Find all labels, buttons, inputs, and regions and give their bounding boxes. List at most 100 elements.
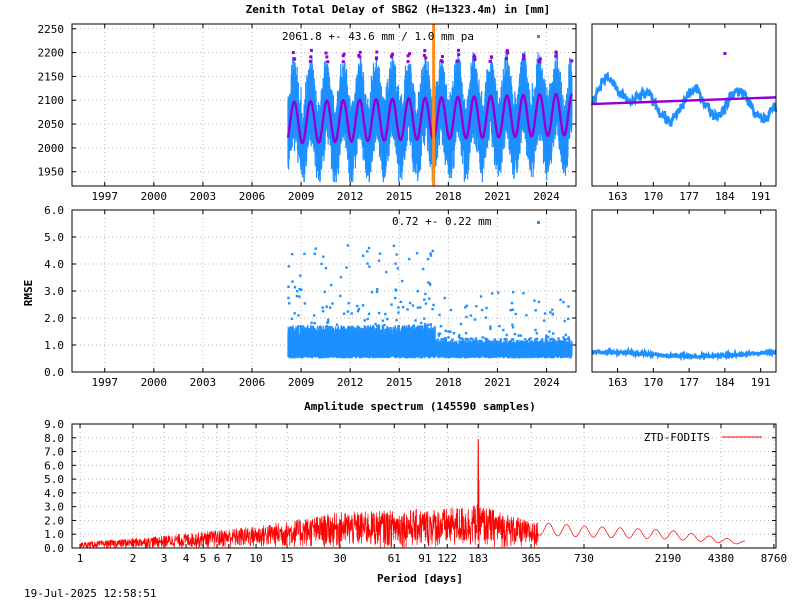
rmse-outlier-point <box>485 306 488 310</box>
rmse-outlier-point <box>364 330 367 333</box>
rmse-outlier-point <box>457 335 461 339</box>
rmse-outlier-point <box>293 286 297 289</box>
y-tick-label: 6.0 <box>44 204 64 217</box>
rmse-outlier-point <box>534 328 537 332</box>
rmse-outlier-point <box>322 330 326 333</box>
rmse-outlier-point <box>433 330 436 333</box>
rmse-outlier-point <box>363 319 366 322</box>
rmse-outlier-point <box>459 337 462 340</box>
rmse-outlier-point <box>356 309 360 313</box>
x-tick-label: 2190 <box>655 552 682 565</box>
rmse-outlier-point <box>429 252 432 255</box>
rmse-outlier-point <box>429 323 432 326</box>
rmse-outlier-point <box>414 319 417 322</box>
rmse-outlier-point <box>346 310 350 313</box>
outlier-point <box>522 53 526 57</box>
y-tick-label: 2250 <box>38 23 65 36</box>
outlier-point <box>325 55 329 59</box>
rmse-outlier-point <box>290 252 294 256</box>
outlier-point <box>406 54 410 58</box>
rmse-outlier-point <box>519 334 523 337</box>
rmse-outlier-point <box>474 337 478 340</box>
rmse-outlier-point <box>370 290 374 294</box>
x-tick-label: 365 <box>521 552 541 565</box>
rmse-outlier-point <box>313 321 316 325</box>
y-tick-label: 9.0 <box>44 418 64 431</box>
rmse-outlier-point <box>373 329 376 333</box>
rmse-outlier-point <box>566 317 570 321</box>
rmse-outlier-point <box>291 330 294 333</box>
rmse-outlier-point <box>416 289 420 293</box>
rmse-outlier-point <box>469 314 473 317</box>
x-tick-label: 191 <box>751 376 771 389</box>
rmse-outlier-point <box>509 308 512 312</box>
rmse-outlier-point <box>452 331 456 335</box>
rmse-outlier-point <box>499 338 502 341</box>
rmse-outlier-point <box>557 337 560 340</box>
rmse-outlier-point <box>325 325 329 328</box>
rmse-outlier-point <box>378 252 382 255</box>
rmse-outlier-point <box>512 290 515 294</box>
outlier-point <box>455 59 459 63</box>
rmse-outlier-point <box>408 301 412 305</box>
x-tick-label: 1997 <box>91 190 118 203</box>
rmse-outlier-point <box>465 337 468 341</box>
rmse-outlier-point <box>464 306 467 309</box>
x-tick-label: 2000 <box>141 376 168 389</box>
rmse-outlier-point <box>522 292 525 295</box>
rmse-outlier-point <box>426 257 430 261</box>
rmse-outlier-point <box>395 253 398 256</box>
rmse-outlier-point <box>427 281 430 284</box>
rmse-outlier-point <box>417 330 420 333</box>
y-tick-label: 4.0 <box>44 258 64 271</box>
outlier-point <box>341 60 345 64</box>
rmse-outlier-point <box>323 290 326 293</box>
rmse-outlier-point <box>471 337 474 341</box>
rmse-outlier-point <box>385 270 388 274</box>
rmse-outlier-point <box>551 313 555 316</box>
rmse-outlier-point <box>347 302 350 305</box>
rmse-outlier-point <box>357 328 360 332</box>
rmse-outlier-point <box>326 320 330 324</box>
rmse-outlier-point <box>449 330 452 334</box>
rmse-outlier-point <box>392 244 396 248</box>
rmse-outlier-point <box>436 338 440 341</box>
rmse-outlier-point <box>374 322 377 326</box>
rmse-outlier-point <box>461 337 464 341</box>
outlier-point <box>292 57 296 61</box>
rmse-plot-area: 1997 2000 2003 2006 2009 2012 2015 2018 2021 2024… <box>22 204 577 389</box>
x-tick-label: 2006 <box>239 190 266 203</box>
rmse-axis-label: RMSE <box>22 280 35 307</box>
x-tick-label: 30 <box>333 552 346 565</box>
y-tick-label: 6.0 <box>44 459 64 472</box>
rmse-outlier-point <box>420 321 423 325</box>
rmse-outlier-point <box>350 312 353 315</box>
outlier-point <box>424 56 428 60</box>
rmse-outlier-point <box>432 303 435 307</box>
rmse-outlier-point <box>394 296 397 300</box>
rmse-outlier-point <box>464 331 468 335</box>
y-tick-label: 3.0 <box>44 285 64 298</box>
rmse-outlier-point <box>366 250 369 253</box>
rmse-outlier-point <box>441 338 445 341</box>
rmse-outlier-point <box>480 308 484 312</box>
x-tick-label: 177 <box>679 376 699 389</box>
rmse-outlier-point <box>449 308 453 312</box>
rmse-outlier-point <box>419 328 423 331</box>
rmse-outlier-point <box>410 329 414 332</box>
rmse-outlier-point <box>431 249 435 253</box>
rmse-outlier-point <box>367 246 371 250</box>
rmse-outlier-point <box>392 330 395 333</box>
rmse-outlier-point <box>564 338 567 341</box>
y-tick-label: 2100 <box>38 94 65 107</box>
outlier-point <box>423 49 427 53</box>
rmse-outlier-point <box>438 313 441 317</box>
rmse-outlier-point <box>513 332 517 336</box>
rmse-outlier-point <box>503 338 506 341</box>
rmse-zoom-plot-frame <box>591 209 777 373</box>
outlier-point <box>490 55 494 59</box>
rmse-outlier-point <box>385 317 389 321</box>
rmse-outlier-point <box>335 323 339 326</box>
y-tick-label: 1.0 <box>44 339 64 352</box>
rmse-outlier-point <box>396 267 399 270</box>
